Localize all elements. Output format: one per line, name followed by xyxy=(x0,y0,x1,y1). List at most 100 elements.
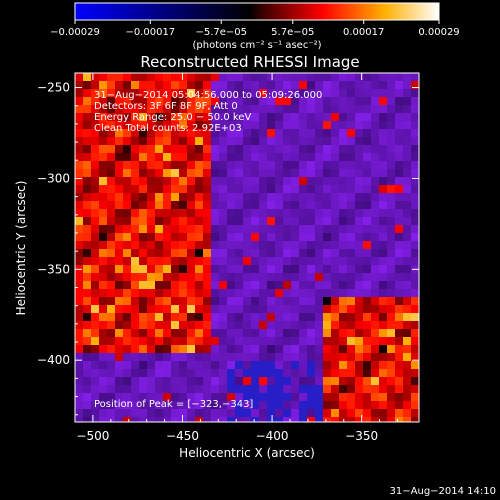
heatmap-cell xyxy=(259,217,267,225)
heatmap-cell xyxy=(411,73,419,81)
heatmap-cell xyxy=(107,305,115,313)
heatmap-cell xyxy=(83,377,91,385)
heatmap-cell xyxy=(411,145,419,153)
heatmap-cell xyxy=(179,369,187,377)
heatmap-cell xyxy=(275,97,283,105)
heatmap-cell xyxy=(347,257,355,265)
heatmap-cell xyxy=(115,369,123,377)
heatmap-cell xyxy=(195,265,203,273)
heatmap-cell xyxy=(379,361,387,369)
heatmap-cell xyxy=(243,329,251,337)
heatmap-cell xyxy=(347,345,355,353)
heatmap-cell xyxy=(403,361,411,369)
heatmap-cell xyxy=(243,385,251,393)
heatmap-cell xyxy=(195,161,203,169)
heatmap-cell xyxy=(187,185,195,193)
heatmap-cell xyxy=(291,385,299,393)
heatmap-cell xyxy=(403,313,411,321)
heatmap-cell xyxy=(411,377,419,385)
heatmap-cell xyxy=(355,217,363,225)
heatmap-cell xyxy=(163,209,171,217)
heatmap-cell xyxy=(219,417,227,422)
heatmap-cell xyxy=(251,297,259,305)
heatmap-cell xyxy=(115,281,123,289)
heatmap-cell xyxy=(315,129,323,137)
heatmap-cell xyxy=(339,169,347,177)
heatmap-cell xyxy=(387,297,395,305)
heatmap-cell xyxy=(131,409,139,417)
heatmap-cell xyxy=(155,377,163,385)
heatmap-cell xyxy=(187,377,195,385)
heatmap-cell xyxy=(163,345,171,353)
heatmap-cell xyxy=(235,241,243,249)
heatmap-cell xyxy=(355,129,363,137)
heatmap-cell xyxy=(251,225,259,233)
heatmap-cell xyxy=(131,305,139,313)
heatmap-cell xyxy=(107,121,115,129)
heatmap-cell xyxy=(211,81,219,89)
heatmap-cell xyxy=(347,129,355,137)
heatmap-cell xyxy=(75,169,83,177)
heatmap-cell xyxy=(371,361,379,369)
heatmap-cell xyxy=(195,409,203,417)
heatmap-cell xyxy=(411,129,419,137)
heatmap-cell xyxy=(323,161,331,169)
heatmap-cell xyxy=(395,169,403,177)
heatmap-cell xyxy=(139,289,147,297)
heatmap-cell xyxy=(227,401,235,409)
heatmap-cell xyxy=(131,313,139,321)
heatmap-cell xyxy=(283,137,291,145)
heatmap-cell xyxy=(259,257,267,265)
heatmap-cell xyxy=(99,113,107,121)
heatmap-cell xyxy=(75,113,83,121)
heatmap-cell xyxy=(291,329,299,337)
heatmap-cell xyxy=(283,153,291,161)
heatmap-cell xyxy=(283,193,291,201)
heatmap-cell xyxy=(411,97,419,105)
heatmap-cell xyxy=(107,297,115,305)
heatmap-cell xyxy=(91,409,99,417)
heatmap-cell xyxy=(283,305,291,313)
heatmap-cell xyxy=(171,73,179,81)
heatmap-cell xyxy=(251,81,259,89)
heatmap-cell xyxy=(283,177,291,185)
heatmap-cell xyxy=(251,417,259,422)
heatmap-cell xyxy=(259,209,267,217)
heatmap-cell xyxy=(195,345,203,353)
heatmap-cell xyxy=(371,273,379,281)
heatmap-cell xyxy=(347,161,355,169)
heatmap-cell xyxy=(139,305,147,313)
heatmap-cell xyxy=(371,81,379,89)
heatmap-cell xyxy=(251,249,259,257)
heatmap-cell xyxy=(251,209,259,217)
heatmap-cell xyxy=(227,241,235,249)
heatmap-cell xyxy=(339,281,347,289)
heatmap-cell xyxy=(339,129,347,137)
heatmap-cell xyxy=(395,233,403,241)
heatmap-cell xyxy=(155,233,163,241)
heatmap-cell xyxy=(275,217,283,225)
heatmap-cell xyxy=(411,209,419,217)
heatmap-cell xyxy=(211,89,219,97)
heatmap-cell xyxy=(99,305,107,313)
heatmap-cell xyxy=(315,209,323,217)
heatmap-cell xyxy=(299,217,307,225)
heatmap-cell xyxy=(291,305,299,313)
heatmap-cell xyxy=(363,233,371,241)
heatmap-cell xyxy=(395,89,403,97)
heatmap-cell xyxy=(331,169,339,177)
heatmap-cell xyxy=(307,113,315,121)
heatmap-cell xyxy=(371,209,379,217)
heatmap-cell xyxy=(243,417,251,422)
heatmap-cell xyxy=(275,353,283,361)
heatmap-cell xyxy=(339,273,347,281)
heatmap-cell xyxy=(379,121,387,129)
heatmap-cell xyxy=(123,113,131,121)
heatmap-cell xyxy=(99,345,107,353)
heatmap-cell xyxy=(107,345,115,353)
heatmap-cell xyxy=(339,385,347,393)
heatmap-cell xyxy=(251,137,259,145)
heatmap-cell xyxy=(291,113,299,121)
heatmap-cell xyxy=(251,105,259,113)
heatmap-cell xyxy=(315,233,323,241)
